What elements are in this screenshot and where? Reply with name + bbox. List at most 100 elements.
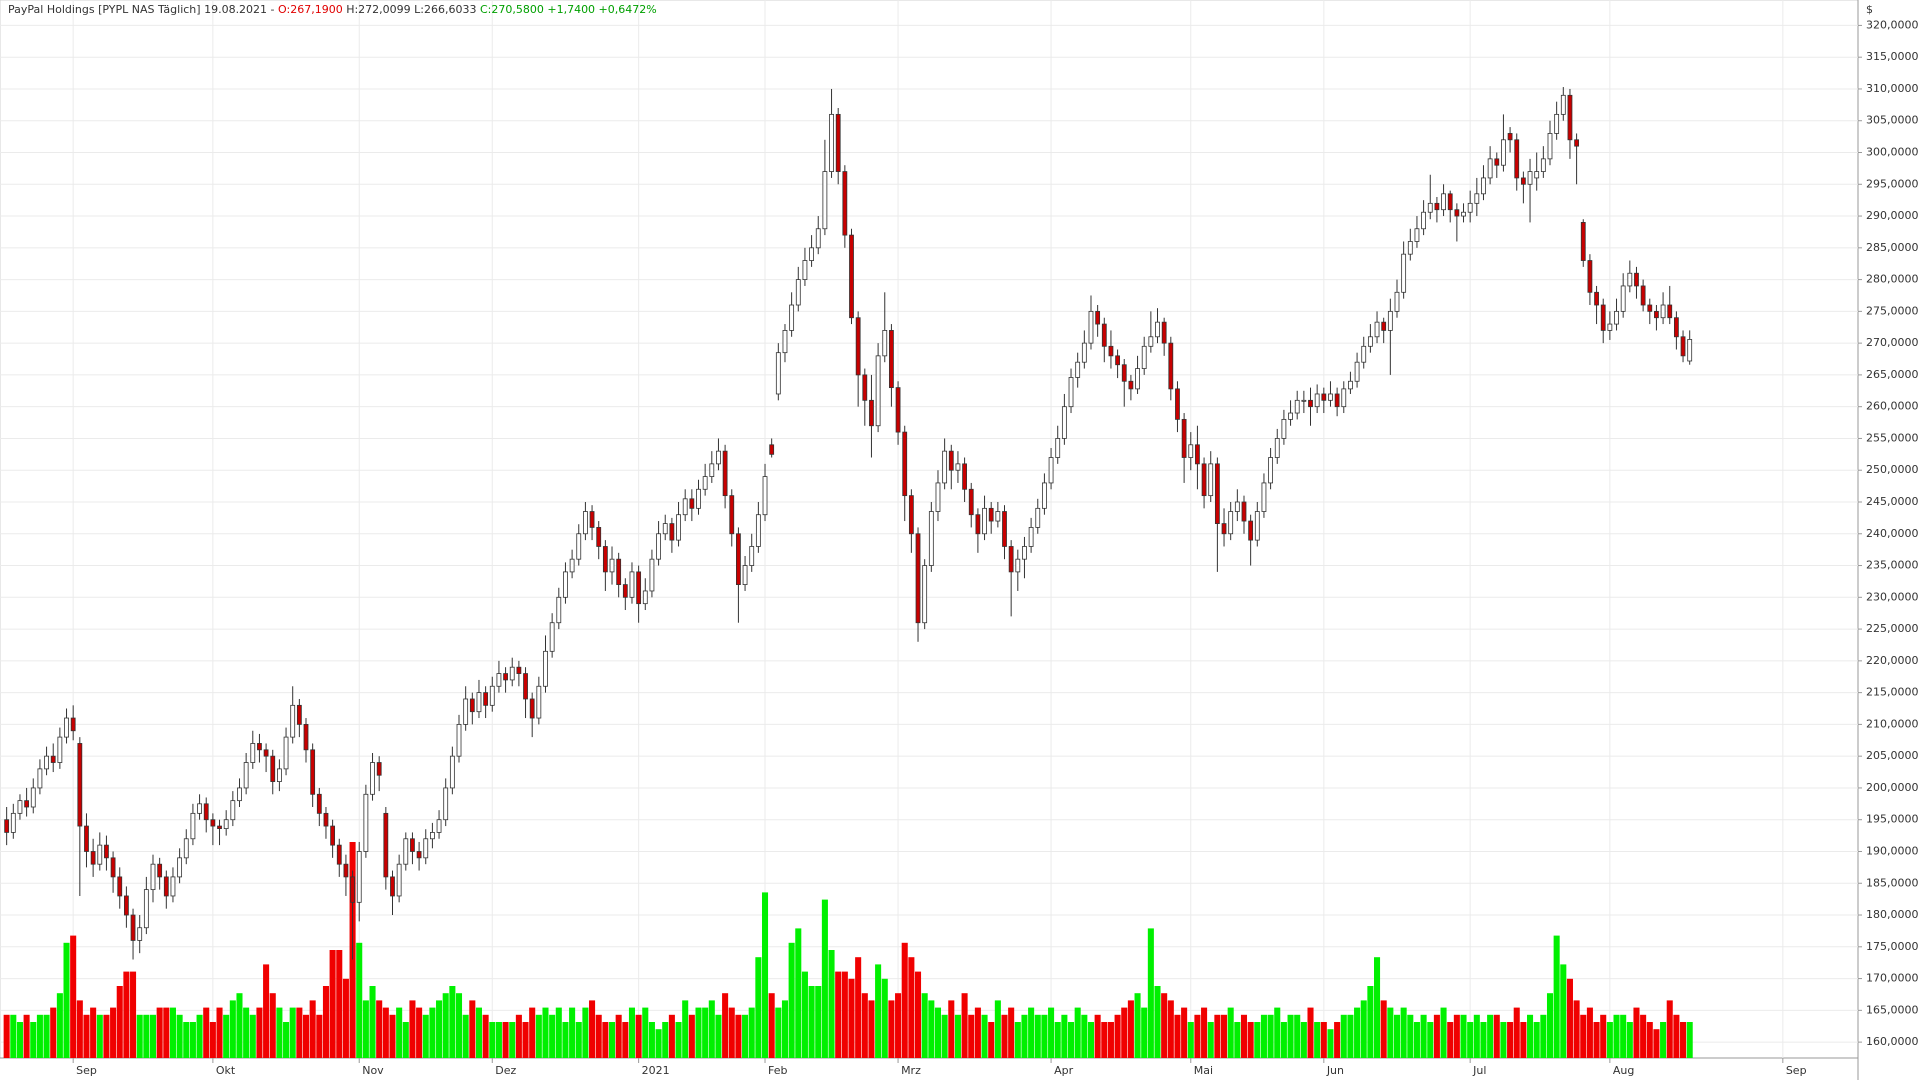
candle-body: [1201, 463, 1207, 497]
volume-bar: [934, 1007, 942, 1058]
candle-body: [935, 482, 941, 512]
candle-body: [1534, 171, 1540, 179]
candle-body: [962, 463, 967, 490]
volume-bar: [914, 971, 922, 1058]
candle-body: [303, 723, 309, 751]
volume-bar: [1620, 1014, 1627, 1058]
candle-body: [669, 523, 675, 541]
candle-body: [1374, 321, 1380, 338]
candle-body: [64, 717, 69, 738]
volume-bar: [1161, 993, 1168, 1058]
candle-body: [330, 825, 336, 846]
volume-bar: [1493, 1014, 1500, 1058]
volume-bar: [821, 899, 828, 1058]
volume-bar: [263, 964, 270, 1058]
volume-bar: [176, 1014, 183, 1058]
candle-body: [1261, 482, 1267, 512]
volume-bar: [1520, 1022, 1527, 1058]
candle-body: [1567, 94, 1573, 141]
candle-body: [197, 803, 202, 814]
y-tick-label: 230,0000: [1866, 590, 1919, 603]
candle-body: [1600, 304, 1606, 331]
volume-bar: [1593, 1022, 1600, 1058]
volume-bar: [662, 1022, 669, 1058]
candle-body: [882, 330, 888, 357]
y-tick-label: 195,0000: [1866, 813, 1919, 826]
volume-bar: [1393, 1014, 1401, 1058]
volume-bar: [808, 986, 815, 1058]
volume-bar: [475, 1007, 482, 1058]
volume-bar: [1553, 935, 1560, 1058]
y-tick-label: 160,0000: [1866, 1035, 1919, 1048]
candle-body: [343, 863, 349, 878]
volume-bar: [1167, 1000, 1174, 1058]
candle-body: [1108, 345, 1114, 357]
volume-bar: [1660, 1022, 1667, 1058]
candle-body: [1461, 211, 1466, 217]
volume-bar: [549, 1014, 556, 1058]
candle-body: [649, 558, 655, 592]
candle-body: [1161, 321, 1167, 344]
volume-bar: [702, 1007, 709, 1058]
candle-body: [955, 463, 961, 471]
volume-bar: [861, 993, 868, 1058]
volume-bar: [436, 1000, 443, 1058]
volume-bar: [868, 1000, 875, 1058]
volume-bar: [1540, 1014, 1547, 1058]
volume-bar: [921, 993, 928, 1058]
volume-bar: [968, 1014, 975, 1058]
candle-body: [257, 743, 262, 751]
volume-bar: [1533, 1022, 1540, 1058]
volume-bar: [482, 1014, 489, 1058]
volume-bar: [1187, 1022, 1194, 1058]
candle-body: [1560, 94, 1566, 115]
candle-body: [1527, 171, 1533, 185]
candle-body: [1181, 418, 1187, 458]
volume-bar: [828, 950, 835, 1058]
volume-bar: [143, 1014, 150, 1058]
volume-bar: [948, 1000, 955, 1058]
candle-body: [809, 247, 814, 261]
volume-bar: [1214, 1014, 1221, 1058]
volume-bar: [1467, 1022, 1474, 1058]
candle-body: [1647, 304, 1653, 312]
y-tick-label: 225,0000: [1866, 622, 1919, 635]
x-tick-label: Dez: [495, 1064, 516, 1077]
candle-body: [988, 507, 994, 522]
volume-bar: [123, 971, 130, 1058]
volume-bar: [1460, 1014, 1467, 1058]
candle-body: [363, 793, 369, 852]
candle-body: [110, 857, 116, 878]
volume-bar: [30, 1022, 37, 1058]
candle-body: [602, 546, 608, 573]
candle-body: [862, 374, 868, 401]
candle-body: [822, 171, 828, 230]
candle-body: [762, 476, 768, 516]
candle-body: [742, 565, 748, 586]
volume-bar: [1633, 1007, 1640, 1058]
axes: 160,0000 165,0000 170,0000 175,0000 180,0000…: [72, 18, 1919, 1077]
y-tick-label: 310,0000: [1866, 82, 1919, 95]
candle-body: [1367, 336, 1373, 347]
candle-body: [1348, 380, 1353, 390]
candle-body: [1594, 291, 1599, 306]
candle-body: [609, 558, 615, 573]
volume-bar: [509, 1022, 516, 1058]
volume-bar: [189, 1022, 196, 1058]
volume-bar: [322, 986, 329, 1058]
candle-body: [90, 851, 96, 865]
volume-bar: [329, 950, 336, 1058]
candle-body: [755, 514, 761, 547]
candle-body: [895, 387, 901, 433]
volume-bar: [1334, 1022, 1341, 1058]
volume-bar: [875, 964, 882, 1058]
candle-body: [1254, 511, 1260, 541]
candle-body: [702, 476, 708, 490]
candle-body: [716, 450, 721, 465]
candle-body: [350, 876, 355, 903]
y-tick-label: 290,0000: [1866, 209, 1919, 222]
volume-bar: [1413, 1022, 1420, 1058]
volume-bar: [1260, 1014, 1267, 1058]
volume-bar: [1127, 1000, 1134, 1058]
volume-bar: [1573, 1000, 1580, 1058]
